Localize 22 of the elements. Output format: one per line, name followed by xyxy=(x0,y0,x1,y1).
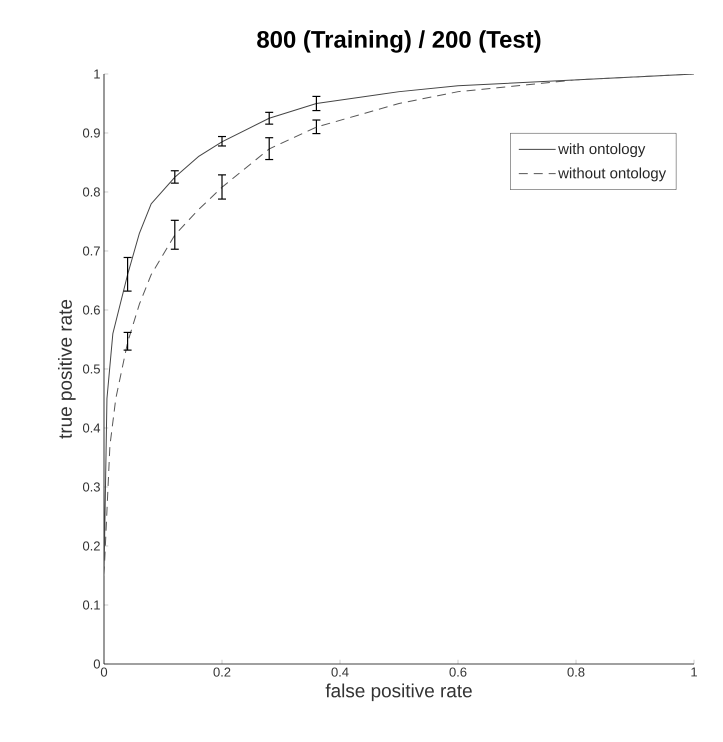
y-tick-label: 0.1 xyxy=(82,600,100,610)
x-tick-label: 0.8 xyxy=(568,668,584,677)
y-tick-label: 0.9 xyxy=(82,128,100,138)
y-tick-label: 0.6 xyxy=(82,305,100,315)
y-tick-label: 0.8 xyxy=(82,187,100,197)
y-tick-label: 0.2 xyxy=(82,541,100,551)
y-axis-title: true positive rate xyxy=(58,300,76,439)
y-tick-label: 0.3 xyxy=(82,482,100,492)
x-tick-label: 0.4 xyxy=(332,668,349,677)
chart-title: 800 (Training) / 200 (Test) xyxy=(257,30,540,53)
y-tick-label: 1 xyxy=(94,70,100,78)
legend-label: without ontology xyxy=(558,167,666,182)
y-tick-label: 0.5 xyxy=(82,364,100,374)
legend-label: with ontology xyxy=(558,143,646,158)
x-axis-title: false positive rate xyxy=(326,684,472,702)
x-tick-label: 0 xyxy=(100,668,108,677)
y-tick-label: 0.4 xyxy=(82,423,100,433)
x-tick-label: 0.6 xyxy=(450,668,466,677)
y-tick-label: 0 xyxy=(94,659,100,669)
x-tick-label: 1 xyxy=(691,668,697,676)
y-tick-label: 0.7 xyxy=(82,246,100,256)
x-tick-label: 0.2 xyxy=(214,668,230,677)
